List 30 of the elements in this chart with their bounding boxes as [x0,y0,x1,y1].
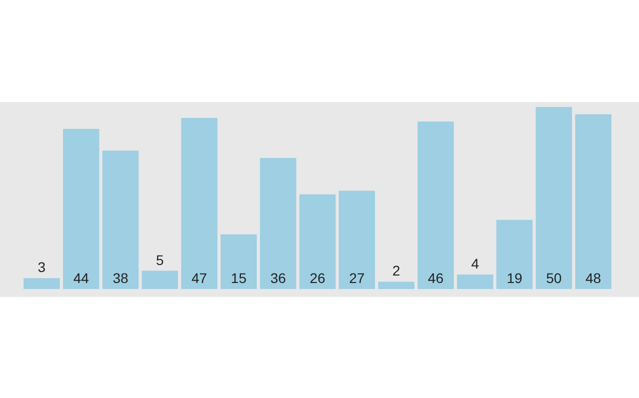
bar [575,114,612,289]
bar [418,122,454,289]
bar [456,274,494,289]
bar [338,190,376,289]
bar [142,270,178,289]
bar [102,150,139,289]
data-label: 4 [471,255,480,272]
data-label: 46 [428,270,444,286]
data-label: 5 [156,252,164,268]
bar [181,118,218,289]
bar [62,128,100,289]
bar [299,194,336,289]
data-label: 50 [546,270,562,286]
bar [260,158,296,289]
data-label: 47 [192,270,208,286]
data-label: 2 [392,262,400,279]
data-label: 26 [310,270,326,286]
data-label: 36 [270,270,286,286]
data-label: 38 [112,270,128,286]
bar [24,278,60,289]
data-label: 27 [349,270,365,286]
data-label: 19 [506,270,522,286]
bar [378,282,414,289]
bar [220,234,257,289]
bar [536,107,572,289]
data-label: 48 [586,270,602,286]
data-label: 44 [73,270,90,286]
data-label: 3 [38,259,46,276]
data-label: 15 [230,270,247,286]
bar [496,220,533,289]
